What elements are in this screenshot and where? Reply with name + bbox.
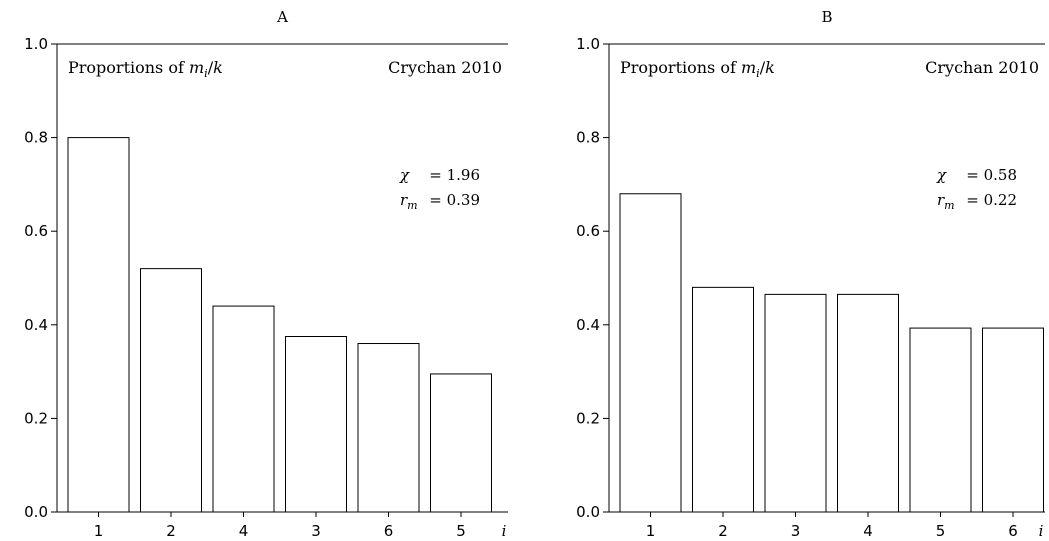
annotation-source: Crychan 2010 [925, 58, 1039, 77]
x-tick-label: 1 [94, 522, 104, 540]
stat-chi: χ = 1.96 [399, 166, 480, 184]
y-tick-label: 0.4 [576, 316, 600, 334]
y-tick-label: 0.0 [24, 503, 48, 521]
stat-rm: rm = 0.39 [400, 191, 480, 212]
bar [285, 336, 347, 513]
y-tick-label: 0.8 [24, 129, 48, 147]
y-tick-label: 0.6 [576, 222, 600, 240]
annotation-proportions: Proportions of mi/k [620, 58, 775, 80]
x-tick-label: 2 [166, 522, 176, 540]
y-tick-label: 0.2 [24, 409, 48, 427]
y-tick-label: 0.2 [576, 409, 600, 427]
bar [212, 305, 275, 513]
bar [909, 327, 972, 513]
stat-rm: rm = 0.22 [937, 191, 1017, 212]
x-tick-label: 5 [936, 522, 946, 540]
y-tick-label: 0.6 [24, 222, 48, 240]
x-tick-label: 4 [239, 522, 249, 540]
bar [619, 193, 682, 513]
bar [764, 293, 827, 513]
x-tick-label: 2 [718, 522, 728, 540]
bar [357, 343, 420, 513]
y-tick-label: 1.0 [576, 35, 600, 53]
x-tick-label: 5 [456, 522, 466, 540]
x-tick-label: 3 [311, 522, 321, 540]
bar [430, 373, 492, 513]
bar [692, 286, 754, 513]
annotation-source: Crychan 2010 [388, 58, 502, 77]
stat-chi: χ = 0.58 [936, 166, 1017, 184]
y-tick-label: 1.0 [24, 35, 48, 53]
chart-panel-b: B 0.0 0.2 0.4 0.6 0.8 1.0 1 2 3 4 5 6 i Proportions of… [576, 8, 1045, 540]
panel-title: B [821, 8, 832, 26]
x-tick-label: 1 [646, 522, 656, 540]
bar [140, 268, 202, 513]
y-tick-label: 0.8 [576, 129, 600, 147]
x-axis-label: i [502, 522, 507, 540]
annotation-proportions: Proportions of mi/k [68, 58, 223, 80]
bar [67, 137, 130, 513]
x-tick-label: 3 [791, 522, 801, 540]
y-tick-label: 0.4 [24, 316, 48, 334]
bar [982, 327, 1044, 513]
x-tick-label: 6 [1008, 522, 1018, 540]
bar [837, 293, 899, 513]
panel-title: A [276, 8, 288, 26]
chart-panel-a: A 0.0 0.2 0.4 0.6 0.8 1.0 1 2 4 3 6 5 i Proportions of… [24, 8, 508, 540]
x-tick-label: 4 [863, 522, 873, 540]
x-axis-label: i [1039, 522, 1044, 540]
x-tick-label: 6 [384, 522, 394, 540]
y-tick-label: 0.0 [576, 503, 600, 521]
